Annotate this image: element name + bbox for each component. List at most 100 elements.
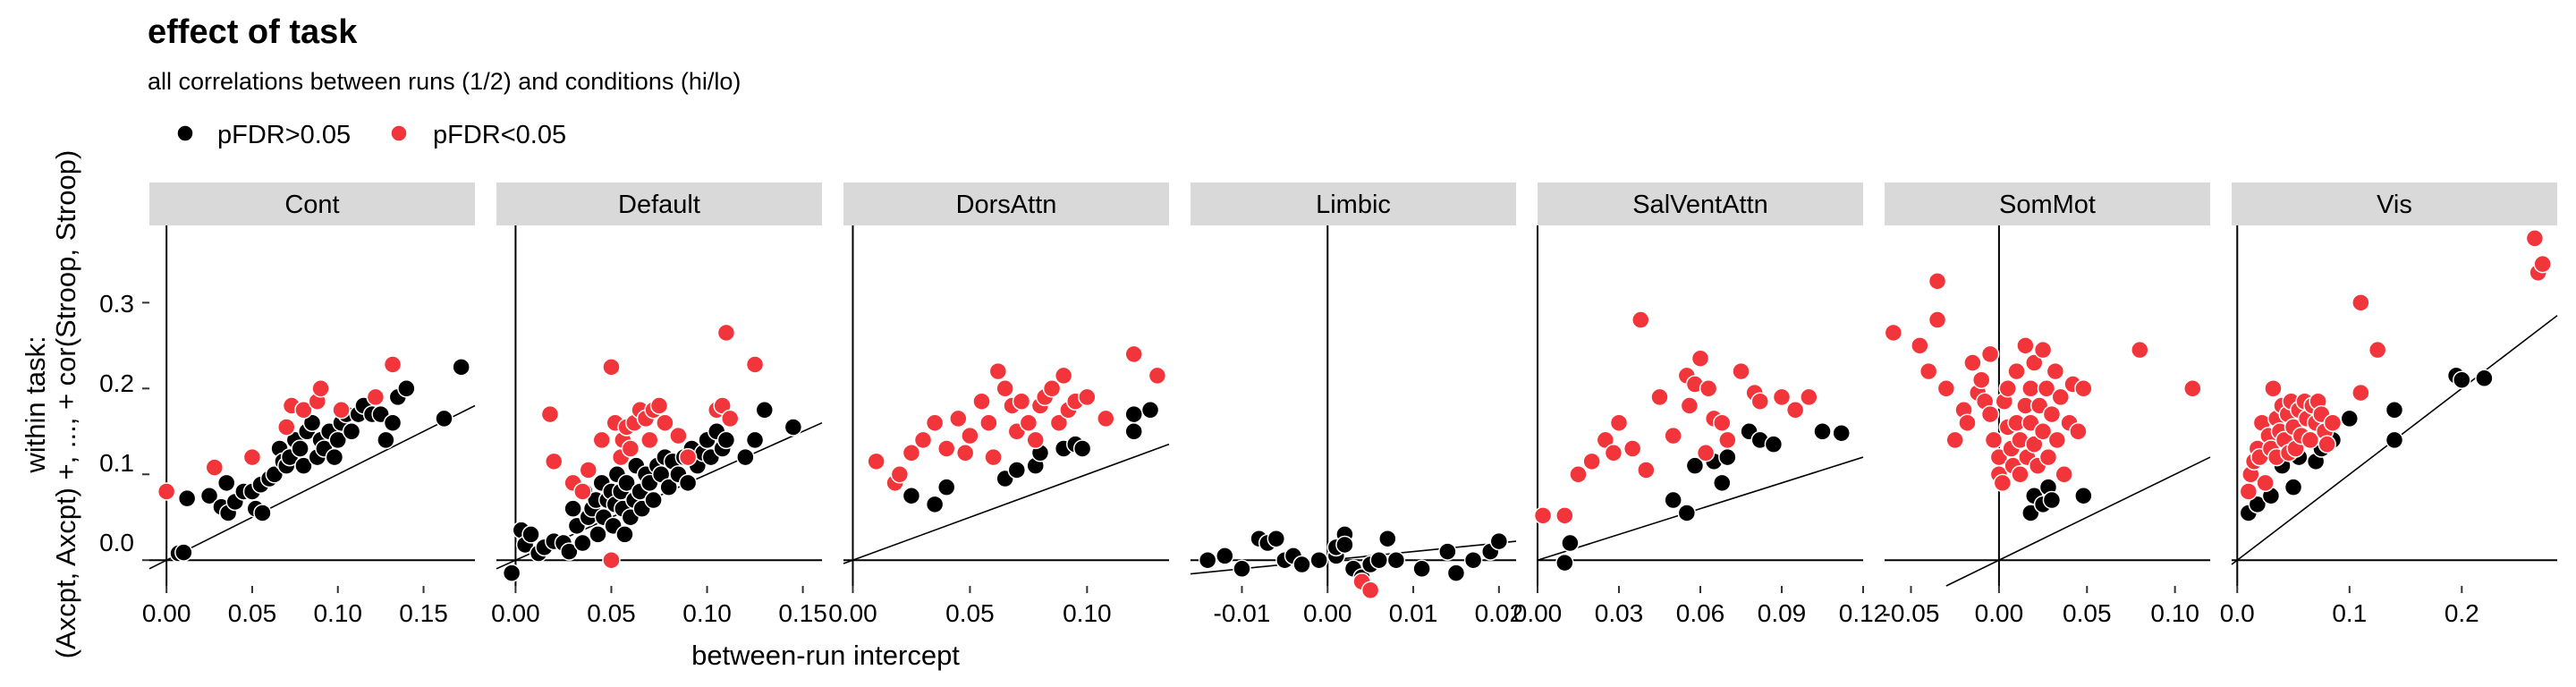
point-sig bbox=[540, 404, 560, 424]
x-tick-label: 0.2 bbox=[2445, 599, 2479, 627]
point-nonsig bbox=[1233, 559, 1251, 579]
x-tick-label: 0.09 bbox=[1758, 599, 1807, 627]
point-sig bbox=[1360, 581, 1380, 600]
point-nonsig bbox=[383, 413, 402, 432]
y-tick-label: 0.0 bbox=[99, 529, 134, 556]
point-sig bbox=[745, 355, 765, 374]
point-nonsig bbox=[253, 504, 272, 522]
point-sig bbox=[2011, 465, 2029, 484]
point-sig bbox=[955, 444, 975, 462]
point-nonsig bbox=[177, 488, 197, 508]
facet-panels: Cont 0.00 0.05 0.10 0.15 Default 0.00 0.05 0.10 0… bbox=[142, 182, 2558, 627]
point-nonsig bbox=[1335, 535, 1354, 555]
point-nonsig bbox=[2340, 409, 2360, 428]
point-nonsig bbox=[2042, 490, 2062, 510]
point-nonsig bbox=[564, 499, 582, 518]
x-tick-label: 0.10 bbox=[313, 599, 362, 627]
point-sig bbox=[1623, 439, 1642, 458]
point-sig bbox=[979, 413, 998, 432]
point-sig bbox=[2051, 387, 2071, 407]
point-sig bbox=[621, 439, 640, 458]
point-sig bbox=[1124, 344, 1143, 364]
x-tick-label: 0.06 bbox=[1676, 599, 1725, 627]
facet-strip bbox=[1538, 182, 1863, 225]
point-sig bbox=[1911, 336, 1929, 355]
x-tick-label: 0.10 bbox=[682, 599, 732, 627]
point-nonsig bbox=[745, 430, 765, 450]
x-tick-label: 0.12 bbox=[1839, 599, 1888, 627]
point-sig bbox=[1533, 506, 1553, 525]
point-sig bbox=[1042, 379, 1062, 398]
point-nonsig bbox=[521, 525, 540, 544]
x-tick-label: -0.01 bbox=[1214, 599, 1271, 627]
point-sig bbox=[1664, 426, 1682, 445]
point-nonsig bbox=[1813, 422, 1832, 441]
point-nonsig bbox=[678, 473, 698, 493]
point-sig bbox=[2318, 435, 2336, 454]
point-sig bbox=[1713, 413, 1732, 432]
point-sig bbox=[1971, 370, 1991, 389]
identity-line bbox=[1945, 456, 2211, 587]
x-tick-label: 0.10 bbox=[1063, 599, 1112, 627]
point-sig bbox=[678, 447, 698, 467]
chart-title: effect of task bbox=[148, 13, 358, 51]
point-sig bbox=[1696, 444, 1716, 462]
point-nonsig bbox=[1561, 533, 1580, 553]
y-tick-label: 0.1 bbox=[99, 449, 134, 477]
point-nonsig bbox=[1216, 547, 1234, 565]
y-axis-title-prefix: within task: bbox=[20, 335, 51, 473]
point-sig bbox=[157, 482, 176, 501]
x-tick-label: 0.00 bbox=[1303, 599, 1352, 627]
point-nonsig bbox=[452, 358, 470, 377]
point-sig bbox=[1984, 430, 2004, 450]
point-nonsig bbox=[216, 473, 236, 493]
point-sig bbox=[1555, 506, 1574, 525]
point-sig bbox=[2038, 447, 2058, 467]
point-sig bbox=[2351, 293, 2370, 312]
point-nonsig bbox=[199, 487, 219, 505]
point-sig bbox=[2301, 430, 2320, 450]
y-axis-title: (Axcpt, Axcpt) +, ..., + cor(Stroop, Str… bbox=[50, 150, 81, 659]
point-nonsig bbox=[1072, 439, 1092, 458]
point-sig bbox=[1680, 396, 1699, 415]
point-sig bbox=[1148, 366, 1167, 386]
point-sig bbox=[2183, 379, 2202, 398]
point-sig bbox=[1631, 310, 1650, 329]
point-nonsig bbox=[1463, 550, 1483, 570]
point-nonsig bbox=[902, 487, 921, 505]
x-tick-label: 0.05 bbox=[2063, 599, 2112, 627]
point-sig bbox=[592, 430, 612, 450]
x-tick-label: 0.00 bbox=[491, 599, 540, 627]
x-tick-label: 0.03 bbox=[1595, 599, 1644, 627]
point-nonsig bbox=[1007, 461, 1027, 479]
point-nonsig bbox=[589, 525, 607, 544]
point-sig bbox=[1980, 404, 2000, 424]
point-sig bbox=[1026, 430, 1045, 450]
point-nonsig bbox=[1267, 529, 1286, 548]
identity-line bbox=[1537, 456, 1864, 561]
point-sig bbox=[242, 447, 262, 467]
point-sig bbox=[2037, 379, 2056, 398]
point-nonsig bbox=[1677, 504, 1697, 522]
point-sig bbox=[949, 409, 968, 428]
point-nonsig bbox=[1369, 550, 1388, 570]
point-nonsig bbox=[1664, 490, 1682, 510]
point-nonsig bbox=[1764, 435, 1784, 454]
point-nonsig bbox=[615, 525, 634, 544]
facet-strip bbox=[149, 182, 475, 225]
point-nonsig bbox=[397, 379, 416, 398]
point-nonsig bbox=[2284, 478, 2303, 496]
identity-line bbox=[148, 404, 476, 570]
panel-cont: Cont 0.00 0.05 0.10 0.15 bbox=[142, 182, 476, 627]
point-sig bbox=[1800, 387, 1818, 407]
point-sig bbox=[311, 379, 330, 398]
x-tick-label: 0.01 bbox=[1389, 599, 1438, 627]
point-nonsig bbox=[644, 490, 663, 510]
point-nonsig bbox=[1412, 559, 1431, 579]
point-sig bbox=[1596, 430, 1615, 450]
panel-limbic: Limbic -0.01 0.00 0.01 0.02 bbox=[1190, 182, 1523, 627]
point-nonsig bbox=[560, 542, 579, 561]
point-sig bbox=[2007, 361, 2026, 381]
point-sig bbox=[2074, 379, 2093, 398]
point-nonsig bbox=[1124, 404, 1143, 424]
